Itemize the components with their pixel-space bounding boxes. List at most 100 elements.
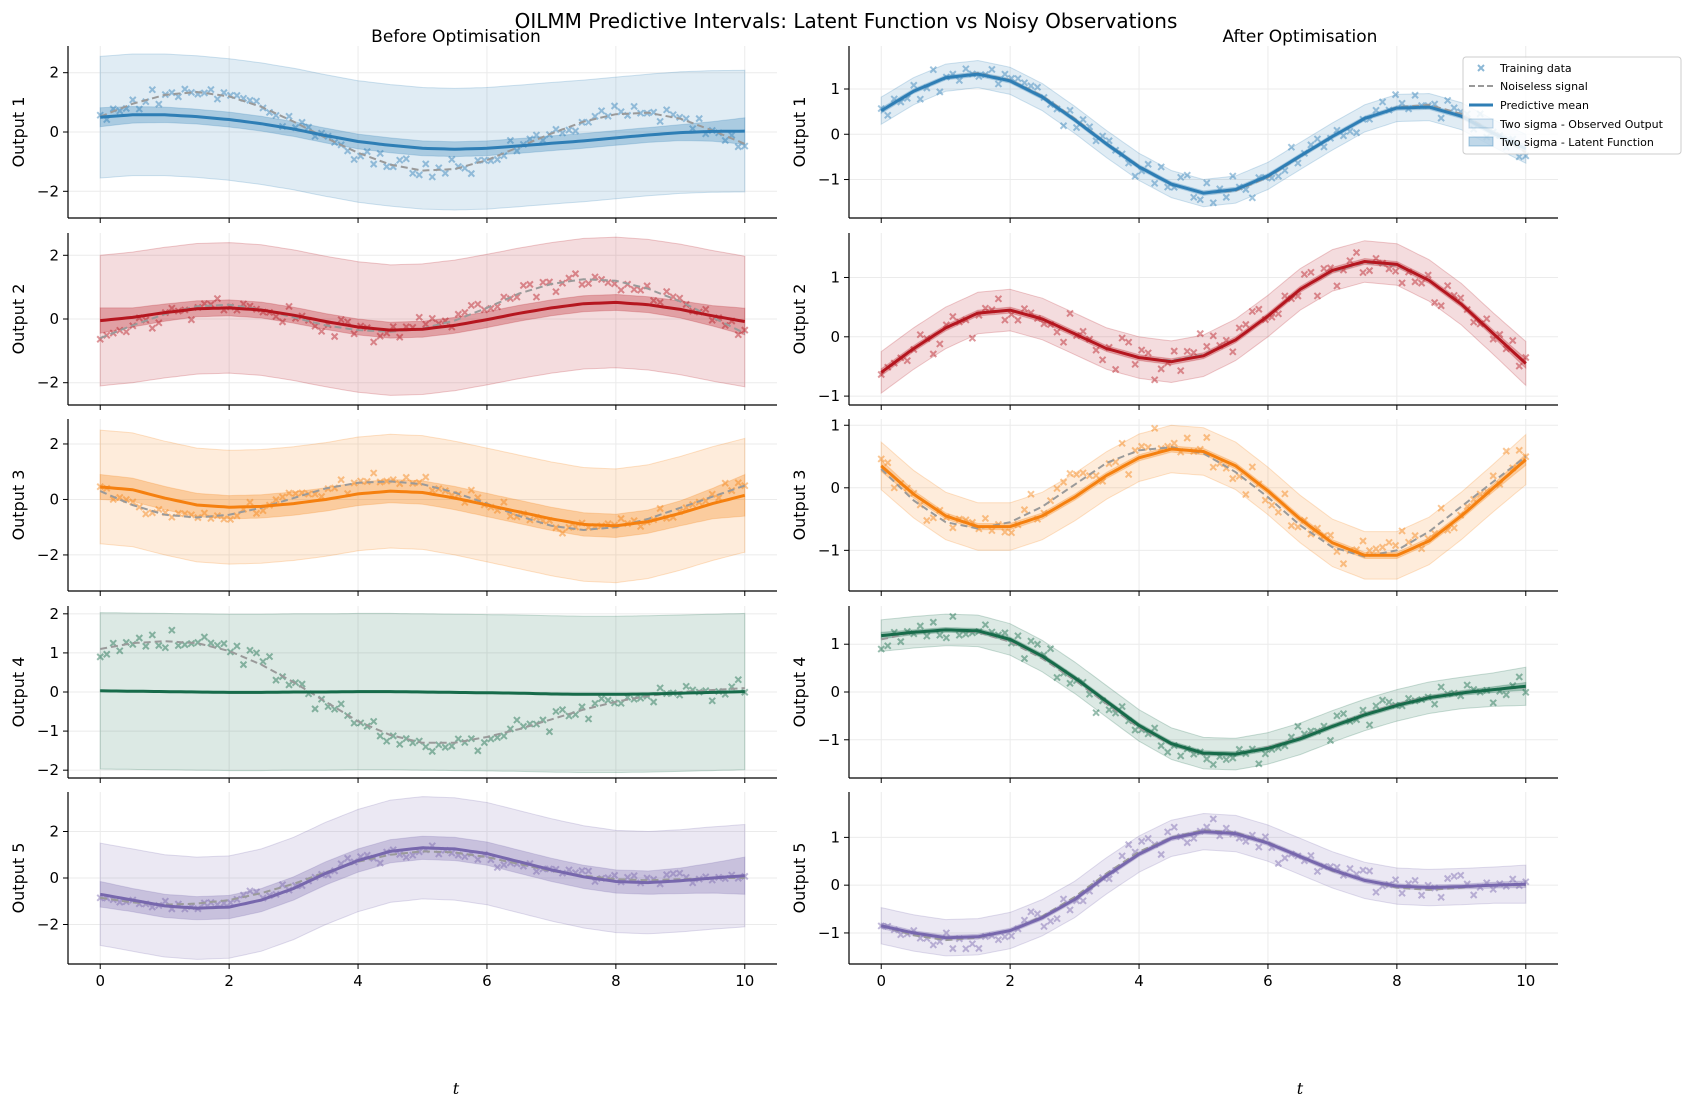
- training-data-point: [500, 861, 508, 869]
- training-data-point: [1066, 679, 1074, 688]
- training-data-point: [1307, 851, 1315, 860]
- training-data-point: [220, 515, 228, 523]
- x-tick-label: 6: [1263, 972, 1273, 990]
- training-data-point: [382, 477, 391, 485]
- training-data-point: [662, 106, 671, 114]
- training-data-point: [382, 162, 391, 171]
- training-data-point: [1203, 823, 1211, 831]
- training-data-point: [109, 639, 117, 647]
- training-data-point: [949, 524, 957, 532]
- y-axis-label: Output 2: [790, 284, 809, 355]
- training-data-point: [994, 80, 1003, 88]
- training-data-point: [1339, 709, 1348, 718]
- training-data-point: [1170, 439, 1178, 447]
- training-data-point: [265, 652, 274, 661]
- predictive-mean-line: [99, 846, 745, 910]
- legend-marker-training-data: [1477, 64, 1485, 72]
- training-data-point: [1124, 840, 1133, 849]
- training-data-point: [1515, 362, 1523, 370]
- training-data-point: [942, 634, 951, 642]
- training-data-point: [1443, 281, 1452, 290]
- training-data-point: [506, 512, 515, 520]
- x-tick-label: 6: [482, 972, 492, 990]
- training-data-point: [1326, 736, 1335, 745]
- training-data-point: [513, 716, 521, 724]
- training-data-point: [988, 65, 996, 74]
- y-tick-label: 0: [49, 683, 59, 701]
- training-data-point: [1203, 755, 1211, 763]
- training-data-point: [1268, 501, 1276, 509]
- training-data-point: [1118, 852, 1126, 860]
- training-data-point: [1437, 114, 1445, 122]
- training-data-point: [1020, 79, 1029, 87]
- training-data-point: [1372, 106, 1380, 115]
- training-data-point: [571, 270, 580, 278]
- training-data-point: [422, 743, 430, 751]
- training-data-point: [415, 171, 423, 179]
- legend-label: Two sigma - Observed Output: [1499, 118, 1664, 131]
- training-data-point: [278, 493, 287, 501]
- training-data-point: [1242, 320, 1250, 329]
- training-data-point: [741, 326, 749, 334]
- training-data-point: [916, 95, 924, 103]
- training-data-point: [604, 112, 612, 120]
- training-data-point: [337, 315, 345, 324]
- training-data-point: [1059, 122, 1068, 130]
- y-tick-label: 2: [49, 64, 59, 82]
- training-data-point: [1150, 179, 1159, 188]
- training-data-point: [1385, 538, 1393, 547]
- training-data-point: [1320, 264, 1328, 273]
- panel-after-output-2: −1 0 1 Output 2: [790, 233, 1558, 410]
- training-data-point: [233, 642, 241, 650]
- training-data-point: [682, 682, 690, 691]
- training-data-point: [1150, 376, 1159, 384]
- training-data-point: [1391, 90, 1400, 99]
- training-data-point: [161, 897, 170, 905]
- x-tick-label: 2: [224, 972, 234, 990]
- y-tick-label: −1: [818, 171, 840, 189]
- training-data-point: [708, 490, 716, 498]
- y-tick-label: 0: [830, 328, 840, 346]
- training-data-point: [1320, 143, 1328, 151]
- training-data-point: [1365, 721, 1374, 729]
- training-data-point: [688, 500, 697, 509]
- training-data-point: [103, 650, 111, 658]
- training-data-point: [396, 850, 404, 859]
- training-data-point: [506, 294, 515, 303]
- y-tick-label: −1: [818, 924, 840, 942]
- training-data-point: [135, 634, 143, 642]
- training-data-point: [1014, 74, 1022, 83]
- training-data-point: [1255, 843, 1263, 851]
- training-data-point: [1359, 268, 1367, 277]
- training-data-point: [1020, 506, 1029, 514]
- training-data-point: [981, 621, 990, 629]
- training-data-point: [1177, 752, 1185, 760]
- training-data-point: [1098, 356, 1107, 364]
- training-data-point: [994, 935, 1003, 944]
- training-data-point: [1150, 724, 1159, 732]
- training-data-point: [532, 293, 541, 301]
- training-data-point: [1313, 292, 1322, 300]
- training-data-point: [285, 112, 293, 121]
- training-data-point: [897, 637, 905, 646]
- training-data-point: [1040, 922, 1048, 931]
- training-data-point: [448, 155, 456, 164]
- training-data-point: [1059, 478, 1068, 486]
- observed-output-band: [880, 613, 1527, 771]
- training-data-point: [135, 105, 143, 113]
- training-data-point: [1469, 891, 1478, 899]
- training-data-point: [317, 327, 326, 336]
- training-data-point: [1411, 278, 1419, 286]
- training-data-point: [936, 88, 944, 96]
- training-data-point: [604, 696, 612, 704]
- y-axis-label: Output 5: [9, 843, 28, 914]
- training-data-point: [448, 742, 456, 750]
- training-data-point: [617, 514, 625, 523]
- training-data-point: [174, 641, 183, 650]
- training-data-point: [1046, 644, 1055, 653]
- y-tick-label: 0: [49, 123, 59, 141]
- training-data-point: [1079, 115, 1087, 124]
- training-data-point: [1014, 632, 1022, 640]
- training-data-point: [1378, 696, 1387, 704]
- training-data-point: [923, 516, 931, 525]
